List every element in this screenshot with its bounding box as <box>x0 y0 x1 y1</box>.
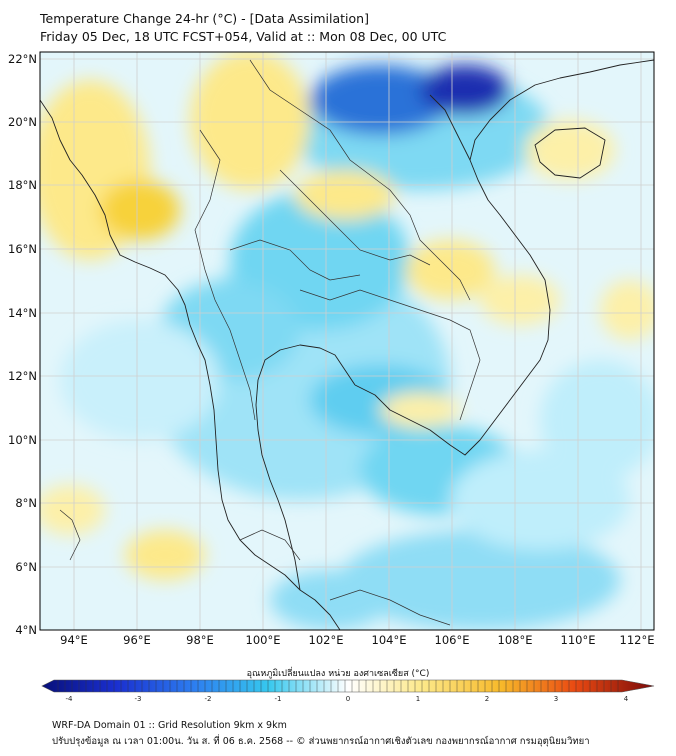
lat-label: 20°N <box>8 115 37 129</box>
lat-label: 16°N <box>8 242 37 256</box>
graticule <box>40 52 654 630</box>
colorbar-tick-label: -3 <box>135 695 142 703</box>
lat-label: 12°N <box>8 369 37 383</box>
colorbar-title: อุณหภูมิเปลี่ยนแปลง หน่วย องศาเซลเซียส (… <box>246 669 430 679</box>
lat-label: 4°N <box>15 623 37 637</box>
lon-label: 100°E <box>246 633 281 647</box>
lat-label: 22°N <box>8 52 37 66</box>
latitude-labels: 22°N 20°N 18°N 16°N 14°N 12°N 10°N 8°N 6… <box>8 52 37 637</box>
lat-label: 10°N <box>8 433 37 447</box>
plot-frame <box>39 51 655 631</box>
footer-model-info: WRF-DA Domain 01 :: Grid Resolution 9km … <box>52 720 287 731</box>
lon-label: 102°E <box>309 633 344 647</box>
lat-label: 18°N <box>8 178 37 192</box>
lat-label: 6°N <box>15 560 37 574</box>
lon-label: 106°E <box>435 633 470 647</box>
colorbar-bar <box>41 679 655 693</box>
lon-label: 108°E <box>498 633 533 647</box>
lon-label: 96°E <box>123 633 151 647</box>
footer-credit: ปรับปรุงข้อมูล ณ เวลา 01:00น. วัน ส. ที่… <box>52 736 590 747</box>
lat-label: 14°N <box>8 306 37 320</box>
temperature-field <box>40 52 654 630</box>
lon-label: 112°E <box>620 633 655 647</box>
lon-label: 110°E <box>561 633 596 647</box>
colorbar-tick-label: -2 <box>205 695 212 703</box>
lon-label: 98°E <box>186 633 214 647</box>
country-borders <box>59 59 481 626</box>
colorbar-tick-label: 1 <box>416 695 420 703</box>
lat-label: 8°N <box>15 496 37 510</box>
map-subtitle: Friday 05 Dec, 18 UTC FCST+054, Valid at… <box>40 29 447 44</box>
coastlines <box>40 59 654 630</box>
map-title: Temperature Change 24-hr (°C) - [Data As… <box>40 11 369 26</box>
colorbar-tick-label: 0 <box>346 695 350 703</box>
colorbar-tick-label: 4 <box>624 695 629 703</box>
colorbar-tick-label: 3 <box>554 695 558 703</box>
colorbar: -4 -3 -2 -1 0 1 2 3 4 <box>41 679 655 703</box>
colorbar-tick-label: -1 <box>275 695 282 703</box>
lon-label: 94°E <box>60 633 88 647</box>
lon-label: 104°E <box>372 633 407 647</box>
colorbar-tick-label: -4 <box>66 695 74 703</box>
colorbar-ticks <box>57 680 619 692</box>
colorbar-tick-label: 2 <box>485 695 489 703</box>
longitude-labels: 94°E 96°E 98°E 100°E 102°E 104°E 106°E 1… <box>60 633 654 647</box>
